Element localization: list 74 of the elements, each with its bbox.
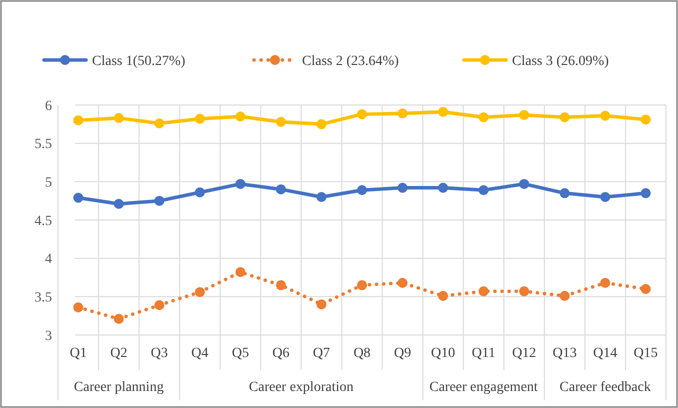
point [316, 299, 326, 310]
x-tick-label: Q8 [353, 346, 371, 361]
point [560, 290, 570, 301]
point [519, 178, 530, 189]
x-tick-label: Q7 [312, 346, 330, 361]
point [600, 278, 610, 288]
point [640, 114, 651, 125]
point [398, 182, 408, 193]
point [154, 118, 164, 128]
point [398, 278, 408, 288]
x-tick-label: Q2 [110, 346, 128, 361]
x-tick-label: Q3 [150, 346, 168, 361]
y-tick-label: 3.5 [34, 290, 52, 306]
x-tick-label: Q4 [191, 346, 208, 361]
point [114, 314, 124, 324]
legend-label: Class 2 (23.64%) [302, 54, 400, 69]
y-tick-label: 6 [45, 98, 52, 114]
x-tick-label: Q6 [272, 346, 290, 361]
point [519, 110, 530, 120]
point [357, 109, 367, 120]
point [235, 112, 246, 122]
y-tick-label: 4 [45, 252, 52, 268]
x-tick-label: Q10 [431, 346, 456, 361]
point [357, 280, 367, 290]
text: Career engagement [429, 380, 538, 395]
text: Career feedback [560, 380, 651, 395]
x-tick-label: Q1 [70, 346, 87, 361]
point [73, 115, 84, 126]
point [316, 192, 326, 202]
x-tick-label: Q5 [232, 346, 249, 361]
point [154, 196, 164, 206]
text: Career planning [74, 380, 164, 395]
point [560, 188, 570, 198]
point [640, 188, 651, 198]
point [398, 108, 408, 118]
y-tick-label: 5.5 [34, 137, 52, 152]
point [194, 114, 205, 124]
text: Career exploration [248, 380, 354, 395]
point [357, 185, 367, 196]
point [276, 116, 286, 127]
point [73, 302, 84, 312]
point [154, 300, 164, 310]
x-tick-label: Q15 [634, 346, 658, 361]
y-tick-label: 4.5 [34, 214, 52, 229]
legend-label: Class 3 (26.09%) [512, 54, 610, 69]
point [73, 192, 84, 203]
y-tick-label: 3 [45, 328, 52, 344]
point [194, 287, 205, 298]
point [438, 290, 448, 301]
x-tick-label: Q13 [552, 346, 577, 361]
point [560, 112, 570, 122]
point [600, 192, 610, 202]
legend-label: Class 1(50.27%) [92, 54, 186, 69]
x-tick-label: Q9 [394, 346, 412, 361]
point [114, 113, 124, 124]
point [640, 284, 651, 294]
point [438, 106, 448, 117]
x-tick-label: Q12 [512, 346, 536, 361]
point [478, 185, 489, 196]
point [600, 110, 610, 121]
point [478, 112, 489, 122]
point [114, 198, 124, 209]
point [194, 187, 205, 198]
point [519, 286, 530, 296]
point [316, 119, 326, 130]
x-tick-label: Q14 [593, 346, 618, 361]
point [276, 184, 286, 194]
point [438, 182, 448, 193]
y-tick-label: 5 [45, 176, 52, 191]
x-tick-label: Q11 [472, 346, 496, 361]
point [478, 286, 489, 296]
point [235, 267, 246, 278]
point [235, 178, 246, 189]
point [276, 280, 286, 290]
